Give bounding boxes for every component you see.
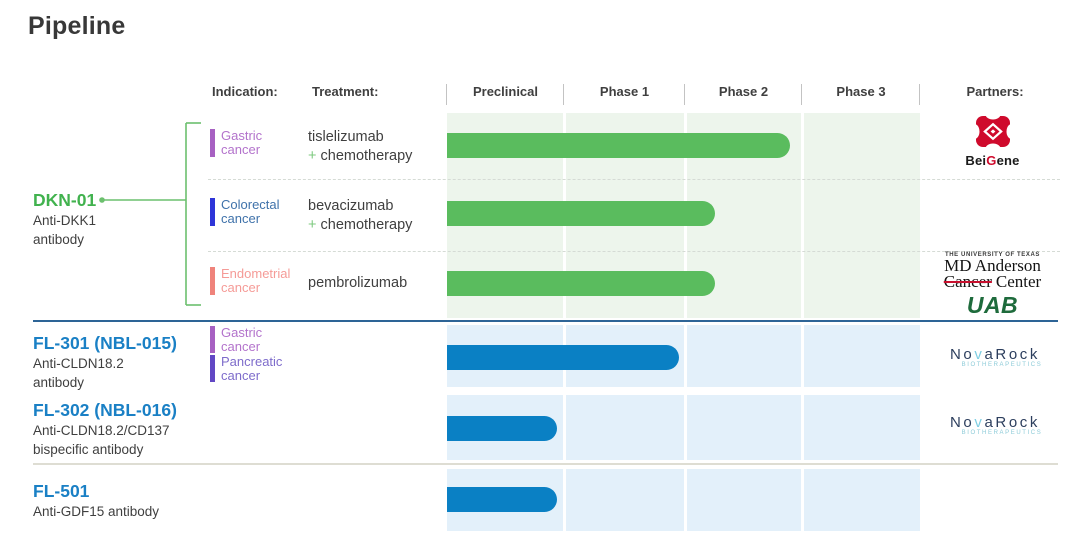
column-tick <box>684 84 685 105</box>
page-title: Pipeline <box>28 12 126 40</box>
beigene-logo: BeiGene <box>945 116 1040 168</box>
novarock-logo: NovaRock BIOTHERAPEUTICS <box>949 414 1043 436</box>
subrow-separator <box>208 179 1060 180</box>
indication-tag-fl301-gastric: Gastric cancer <box>210 326 262 353</box>
program-name-dkn01: DKN-01 <box>33 190 97 210</box>
dkn01-bracket <box>99 122 201 306</box>
phase-header-phase2: Phase 2 <box>718 84 769 99</box>
indication-column-header: Indication: <box>212 84 278 99</box>
partners-column-header: Partners: <box>966 84 1024 99</box>
indication-tag-endometrial: Endometrial cancer <box>210 267 290 295</box>
beigene-emblem-icon <box>975 116 1010 147</box>
column-tick <box>446 84 447 105</box>
section-divider-blue <box>33 320 1058 322</box>
md-anderson-logo: THE UNIVERSITY OF TEXAS MD Anderson Canc… <box>915 252 1070 319</box>
tag-color-bar <box>210 129 215 157</box>
section-divider-gray <box>33 463 1058 465</box>
column-tick <box>801 84 802 105</box>
column-tick <box>563 84 564 105</box>
program-name-fl501: FL-501 <box>33 481 90 501</box>
indication-tag-fl301-pancreatic: Pancreatic cancer <box>210 355 282 382</box>
program-desc-fl301: Anti-CLDN18.2 antibody <box>33 356 124 390</box>
phase-header-phase1: Phase 1 <box>599 84 650 99</box>
treatment-bevacizumab: bevacizumab + chemotherapy <box>308 198 413 233</box>
indication-tag-gastric: Gastric cancer <box>210 129 262 157</box>
bar-fl501 <box>447 487 557 512</box>
treatment-pembrolizumab: pembrolizumab <box>308 275 408 291</box>
phase-header-phase3: Phase 3 <box>836 84 886 99</box>
tag-color-bar <box>210 326 215 353</box>
bar-dkn01-gastric <box>447 133 790 158</box>
uab-logo: UAB <box>966 292 1019 318</box>
column-tick <box>919 84 920 105</box>
bar-fl301 <box>447 345 679 370</box>
program-desc-fl501: Anti-GDF15 antibody <box>33 504 160 519</box>
program-desc-fl302: Anti-CLDN18.2/CD137 bispecific antibody <box>33 423 170 457</box>
tag-color-bar <box>210 355 215 382</box>
tag-color-bar <box>210 198 215 226</box>
beigene-wordmark: BeiGene <box>965 153 1020 168</box>
subrow-separator <box>208 251 1060 252</box>
indication-tag-colorectal: Colorectal cancer <box>210 198 280 226</box>
phase-header-preclinical: Preclinical <box>472 84 539 99</box>
treatment-column-header: Treatment: <box>312 84 379 99</box>
tag-color-bar <box>210 267 215 295</box>
bar-dkn01-endometrial <box>447 271 715 296</box>
bar-dkn01-colorectal <box>447 201 715 226</box>
treatment-tislelizumab: tislelizumab + chemotherapy <box>308 129 413 164</box>
program-name-fl301: FL-301 (NBL-015) <box>33 333 177 353</box>
novarock-logo: NovaRock BIOTHERAPEUTICS <box>949 346 1043 368</box>
bar-fl302 <box>447 416 557 441</box>
program-name-fl302: FL-302 (NBL-016) <box>33 400 177 420</box>
program-desc-dkn01: Anti-DKK1 antibody <box>33 213 97 247</box>
